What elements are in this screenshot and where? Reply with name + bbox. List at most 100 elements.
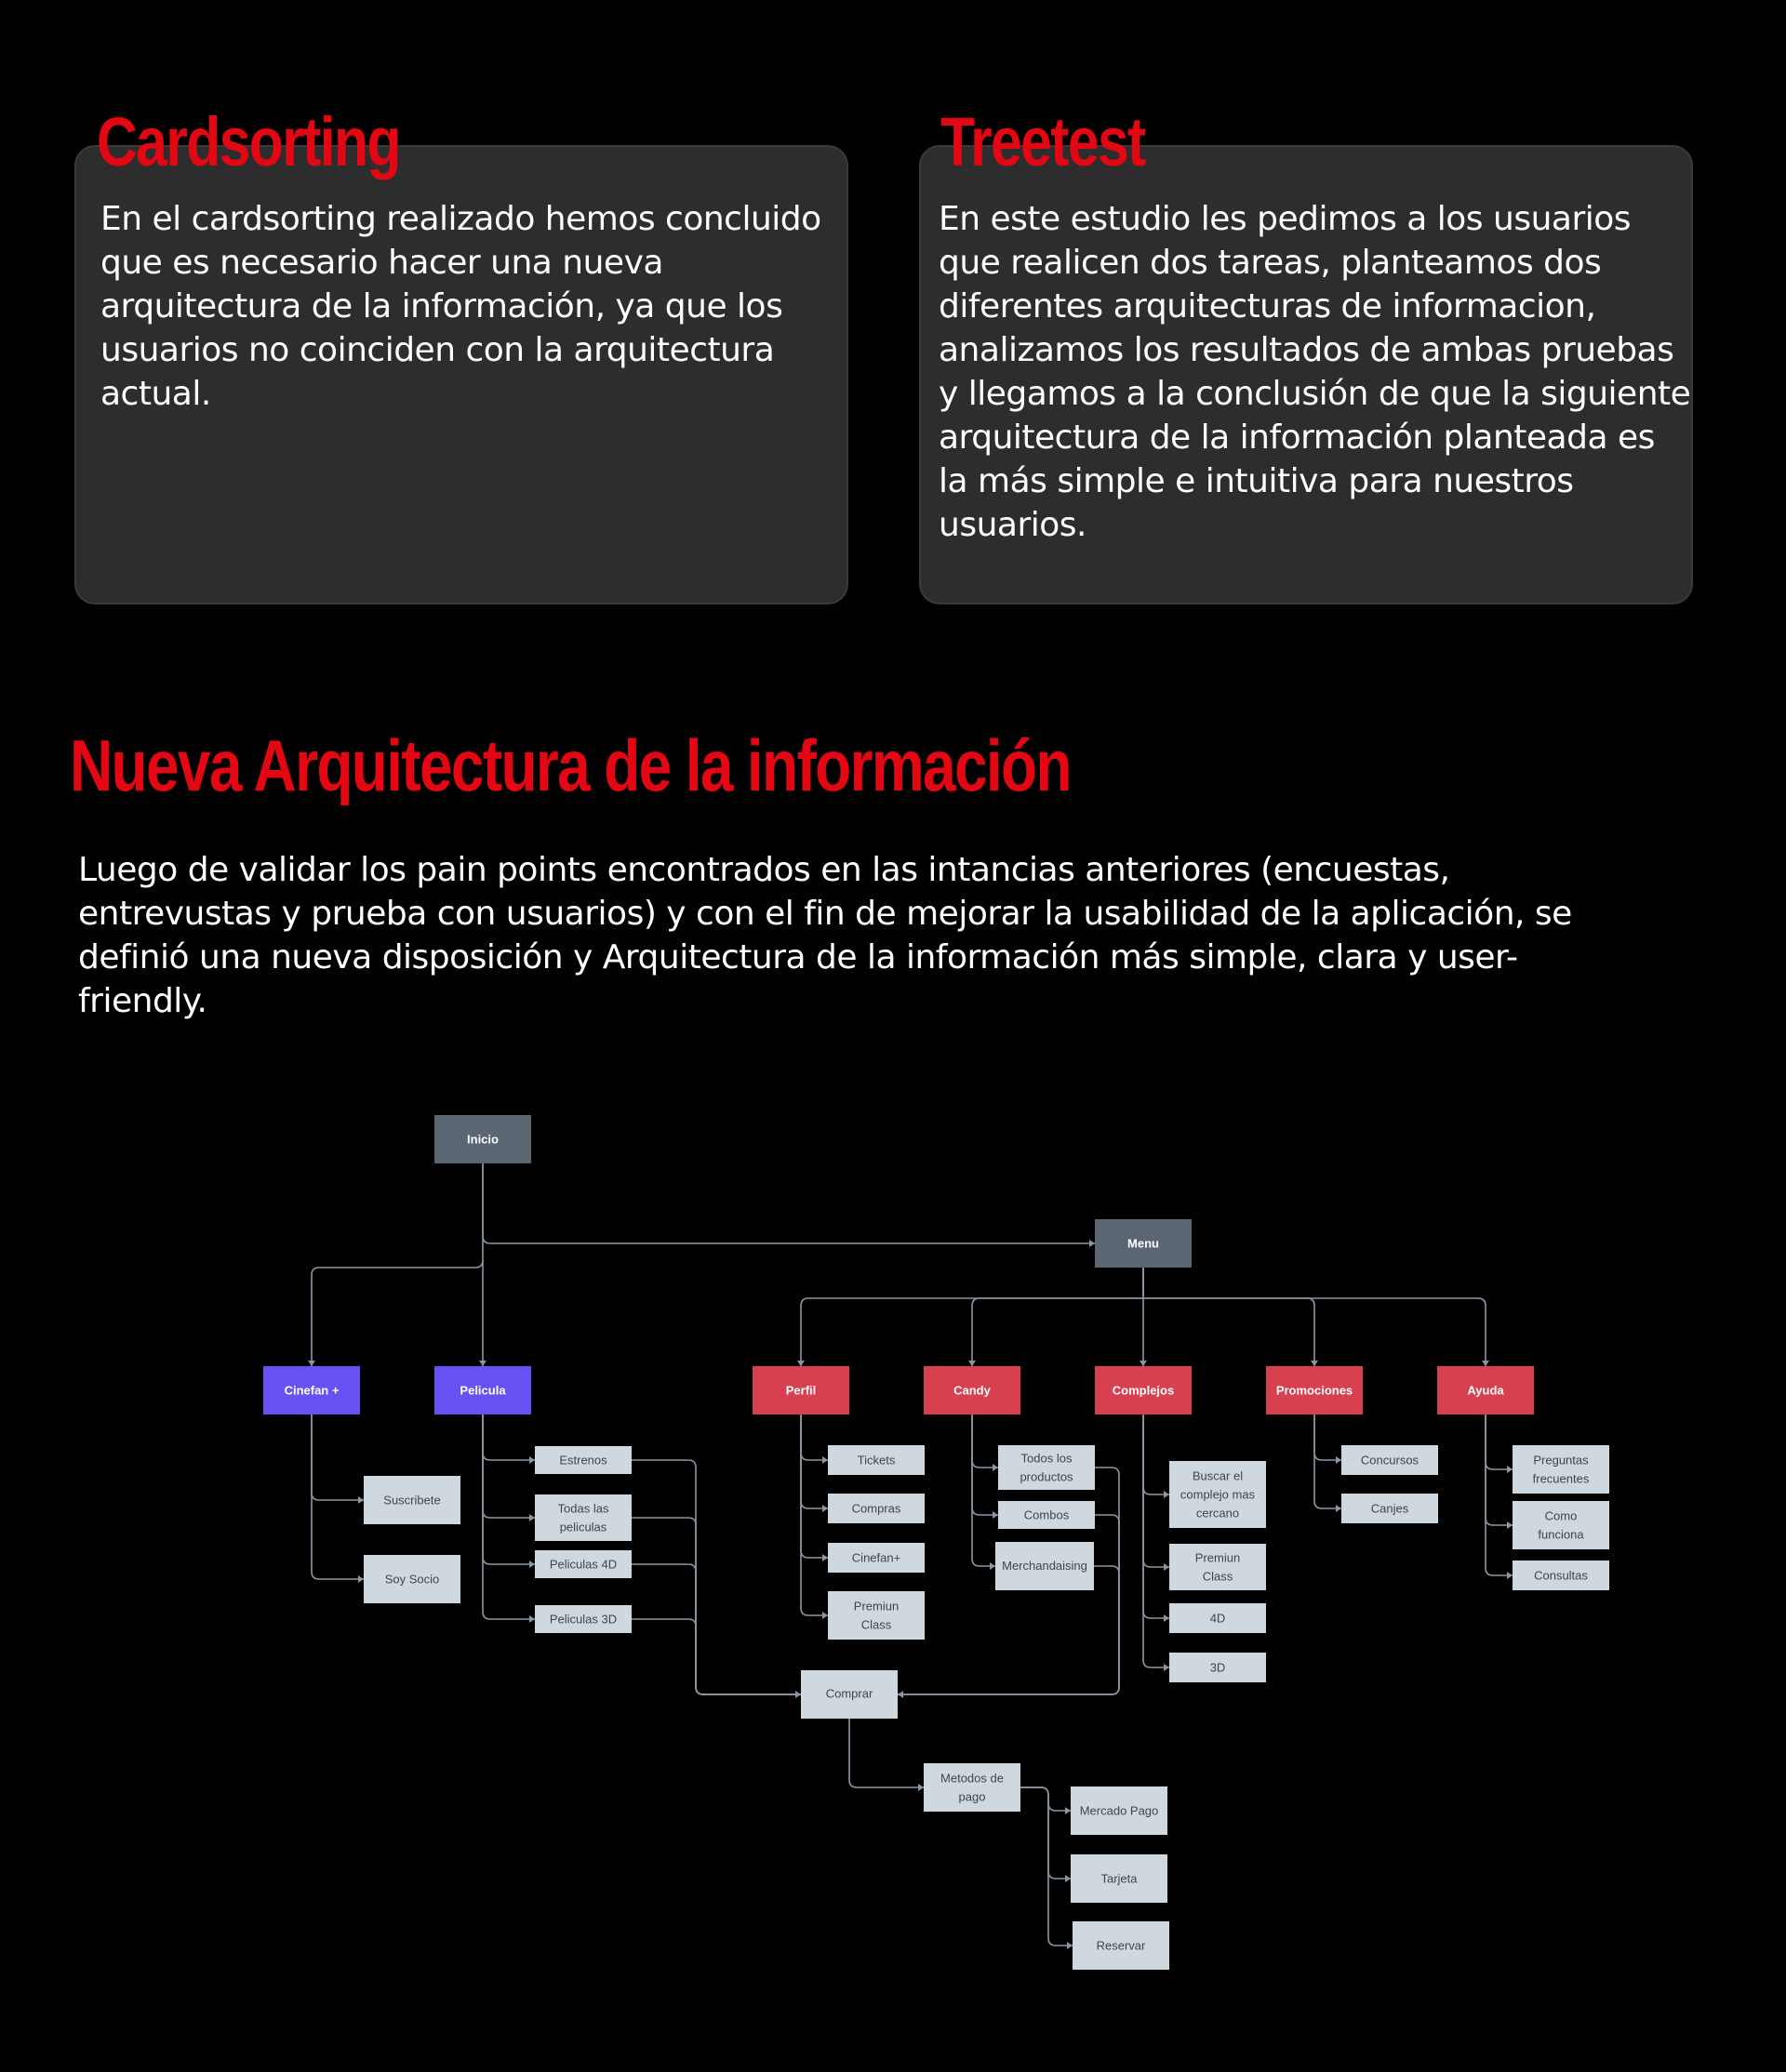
diagram-nodes: Inicio Menu Cinefan + Pelicula Perfil Candy Co… <box>263 1115 1609 1970</box>
edge-inicio-cinefan-arrow <box>308 1361 315 1366</box>
edge-complejos-buscar_complejo-arrow <box>1164 1491 1169 1498</box>
edge-perfil-compras-arrow <box>822 1505 828 1512</box>
node-label: Merchandaising <box>1002 1559 1087 1573</box>
node-label: Como funciona <box>1538 1509 1584 1542</box>
node-tarjeta: Tarjeta <box>1071 1854 1167 1903</box>
node-box <box>1169 1603 1266 1633</box>
edge-perfil-tickets-arrow <box>822 1456 828 1464</box>
edge-pelicula-peliculas_4d-arrow <box>529 1561 535 1568</box>
edge-pelicula-estrenos-arrow <box>529 1456 535 1464</box>
edge-candy-combos-arrow <box>993 1511 998 1519</box>
treetest-text: En este estudio les pedimos a los usuari… <box>939 200 1691 544</box>
edge-inicio-menu <box>482 1163 1095 1244</box>
node-label: Pelicula <box>460 1384 506 1398</box>
edge-candy-todos_productos <box>971 1415 998 1468</box>
node-tickets: Tickets <box>828 1445 925 1475</box>
edge-inicio-menu-arrow <box>1089 1240 1095 1247</box>
edge-candy-combos <box>971 1415 998 1516</box>
edge-menu-ayuda-arrow <box>1482 1361 1489 1366</box>
edge-promociones-concursos <box>1313 1415 1341 1461</box>
node-label: Premiun Class <box>1195 1551 1240 1584</box>
node-box <box>828 1494 925 1523</box>
node-box <box>1266 1366 1363 1415</box>
node-label: Inicio <box>467 1133 499 1147</box>
edge-peliculas_4d-comprar <box>632 1563 801 1695</box>
node-box <box>434 1115 531 1163</box>
node-box <box>1071 1786 1167 1835</box>
node-label: Candy <box>953 1384 992 1398</box>
node-box <box>434 1366 531 1415</box>
cardsorting-title: Cardsorting <box>97 103 401 180</box>
node-box <box>995 1542 1094 1590</box>
node-box <box>1341 1445 1438 1475</box>
node-cinefan-perfil: Cinefan+ <box>828 1543 925 1573</box>
edge-todas_peliculas-comprar <box>632 1517 801 1695</box>
edge-ayuda-preguntas <box>1485 1415 1513 1470</box>
edge-cinefan_plus-suscribete-arrow <box>358 1496 364 1504</box>
node-label: Tarjeta <box>1100 1872 1138 1886</box>
edge-peliculas_3d-comprar <box>632 1618 801 1695</box>
node-box <box>1341 1494 1438 1523</box>
node-comprar: Comprar <box>801 1670 898 1719</box>
edge-menu-ayuda <box>1142 1268 1486 1366</box>
edge-complejos-premium_class_complejos <box>1142 1415 1169 1568</box>
edge-candy-merchandaising-arrow <box>990 1562 995 1570</box>
edge-menu-candy-arrow <box>968 1361 976 1366</box>
node-box <box>364 1555 460 1603</box>
node-complejos: Complejos <box>1095 1366 1192 1415</box>
edge-menu-promociones <box>1142 1268 1315 1366</box>
node-label: Comprar <box>826 1687 873 1701</box>
edge-perfil-cinefan_perfil-arrow <box>822 1554 828 1561</box>
node-label: Mercado Pago <box>1080 1804 1159 1818</box>
edge-perfil-cinefan_perfil <box>800 1415 828 1559</box>
node-consultas: Consultas <box>1513 1561 1609 1590</box>
node-label: Canjes <box>1371 1502 1409 1516</box>
node-box <box>828 1591 925 1640</box>
node-box <box>998 1501 1095 1529</box>
node-box <box>535 1494 632 1541</box>
node-metodos-pago: Metodos de pago <box>924 1763 1020 1812</box>
edge-merchandaising-comprar <box>898 1565 1120 1695</box>
node-label: Consultas <box>1534 1569 1588 1583</box>
edge-pelicula-peliculas_4d <box>482 1415 535 1565</box>
node-box <box>1071 1854 1167 1903</box>
edge-metodos-mercado_pago <box>1020 1786 1071 1812</box>
node-box <box>1095 1219 1192 1268</box>
node-box <box>1437 1366 1534 1415</box>
node-label: Preguntas frecuentes <box>1533 1454 1590 1486</box>
edge-complejos-c_3d <box>1142 1415 1169 1668</box>
edge-menu-perfil <box>800 1268 1144 1366</box>
edge-menu-complejos-arrow <box>1140 1361 1147 1366</box>
node-box <box>535 1446 632 1474</box>
edge-inicio-cinefan <box>311 1259 484 1366</box>
node-perfil: Perfil <box>753 1366 849 1415</box>
node-todas-peliculas: Todas las peliculas <box>535 1494 632 1541</box>
edge-ayuda-consultas-arrow <box>1507 1572 1513 1579</box>
edge-cinefan_plus-suscribete <box>311 1415 364 1501</box>
node-box <box>1513 1561 1609 1590</box>
node-compras: Compras <box>828 1494 925 1523</box>
edge-cinefan_plus-soy_socio <box>311 1415 364 1580</box>
node-premium-class-perfil: Premiun Class <box>828 1591 925 1640</box>
treetest-title: Treetest <box>940 103 1146 180</box>
node-box <box>753 1366 849 1415</box>
edge-pelicula-todas_peliculas-arrow <box>529 1514 535 1521</box>
node-box <box>1095 1366 1192 1415</box>
edge-complejos-c_4d <box>1142 1415 1169 1619</box>
node-box <box>1513 1501 1609 1549</box>
node-label: Premiun Class <box>854 1600 899 1632</box>
edge-estrenos-comprar <box>632 1459 801 1695</box>
cardsorting-text: En el cardsorting realizado hemos conclu… <box>100 200 821 413</box>
node-premium-class-complejos: Premiun Class <box>1169 1544 1266 1590</box>
node-label: Buscar el complejo mas cercano <box>1180 1469 1256 1521</box>
node-box <box>801 1670 898 1719</box>
edge-ayuda-consultas <box>1485 1415 1513 1576</box>
node-peliculas-3d: Peliculas 3D <box>535 1605 632 1633</box>
node-reservar: Reservar <box>1073 1921 1169 1970</box>
edge-peliculas-comprar-arrow <box>795 1691 801 1698</box>
node-menu: Menu <box>1095 1219 1192 1268</box>
node-mercado-pago: Mercado Pago <box>1071 1786 1167 1835</box>
node-label: Menu <box>1127 1237 1159 1251</box>
edge-inicio-pelicula-arrow <box>479 1361 486 1366</box>
